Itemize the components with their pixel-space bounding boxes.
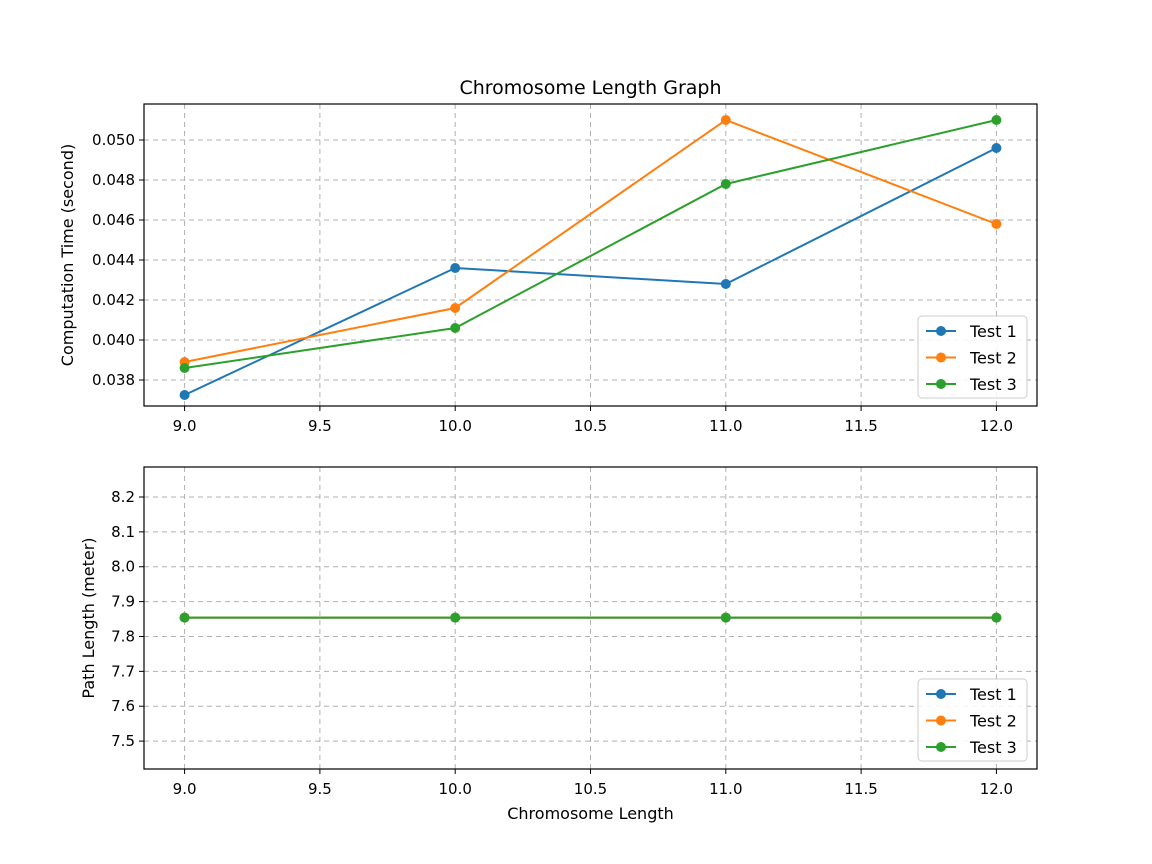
- legend-marker: [936, 742, 946, 752]
- x-tick-label: 9.5: [308, 417, 332, 435]
- data-point-test-1: [179, 390, 190, 400]
- x-tick-label: 9.5: [308, 780, 332, 798]
- x-axis-label: Chromosome Length: [507, 804, 674, 823]
- x-tick-label: 12.0: [980, 417, 1013, 435]
- y-tick-label: 7.5: [111, 732, 135, 750]
- x-tick-label: 10.0: [438, 780, 471, 798]
- y-tick-label: 0.046: [92, 211, 135, 229]
- x-tick-label: 9.0: [173, 780, 197, 798]
- legend: Test 1 Test 2 Test 3: [917, 315, 1028, 399]
- legend-marker: [936, 326, 946, 336]
- x-tick-label: 12.0: [980, 780, 1013, 798]
- data-point-test-3: [179, 612, 190, 623]
- y-tick-label: 7.6: [111, 697, 135, 715]
- legend-box: [917, 315, 1028, 399]
- data-point-test-1: [991, 143, 1002, 153]
- x-tick-label: 11.5: [844, 417, 877, 435]
- y-tick-label: 8.1: [111, 523, 135, 541]
- series-line-test-3: [184, 119, 997, 369]
- data-point-test-1: [450, 263, 461, 273]
- data-point-test-1: [720, 279, 731, 289]
- series-line-test-2: [184, 118, 997, 363]
- y-tick-label: 7.9: [111, 593, 135, 611]
- x-tick-label: 10.5: [574, 417, 607, 435]
- data-point-test-3: [450, 612, 461, 623]
- series-line-test-1: [184, 147, 997, 396]
- data-point-test-3: [179, 363, 190, 373]
- data-point-test-3: [720, 179, 731, 189]
- data-point-test-2: [991, 219, 1002, 229]
- legend-label: Test 2: [969, 712, 1017, 731]
- legend-marker: [936, 689, 946, 699]
- legend-label: Test 3: [969, 375, 1017, 394]
- chart-panel-1: 9.0 9.5 10.0 10.5 11.0 11.5 12.0 0.038 0.040 0.04…: [58, 77, 1038, 435]
- y-axis-label: Path Length (meter): [79, 537, 98, 698]
- data-point-test-2: [720, 115, 731, 125]
- x-tick-label: 11.0: [709, 780, 742, 798]
- y-tick-label: 0.042: [92, 291, 135, 309]
- legend-marker: [936, 352, 946, 363]
- chart-title: Chromosome Length Graph: [459, 77, 721, 99]
- legend-label: Test 1: [969, 685, 1017, 704]
- chart-panel-2: 9.0 9.5 10.0 10.5 11.0 11.5 12.0 7.5 7.6 7.7 7.8 7.…: [79, 466, 1038, 823]
- plot-frame: [143, 466, 1038, 770]
- y-tick-label: 7.7: [111, 662, 135, 680]
- y-tick-label: 8.0: [111, 558, 135, 576]
- data-point-test-3: [991, 612, 1002, 623]
- data-point-test-2: [450, 303, 461, 313]
- y-tick-label: 8.2: [111, 488, 135, 506]
- legend-marker: [936, 379, 946, 389]
- x-tick-label: 11.5: [844, 780, 877, 798]
- y-tick-label: 0.048: [92, 171, 135, 189]
- y-tick-label: 0.050: [92, 131, 135, 149]
- data-point-test-3: [991, 115, 1002, 125]
- legend-label: Test 2: [969, 349, 1017, 368]
- y-tick-label: 0.040: [92, 331, 135, 349]
- x-tick-label: 10.0: [438, 417, 471, 435]
- legend-label: Test 1: [969, 322, 1017, 341]
- legend: Test 1 Test 2 Test 3: [917, 678, 1028, 762]
- legend-marker: [936, 715, 946, 726]
- x-tick-label: 9.0: [173, 417, 197, 435]
- x-tick-label: 10.5: [574, 780, 607, 798]
- x-tick-label: 11.0: [709, 417, 742, 435]
- y-tick-label: 0.038: [92, 371, 135, 389]
- y-tick-label: 7.8: [111, 627, 135, 645]
- y-axis-label: Computation Time (second): [58, 144, 77, 366]
- plot-frame: [143, 103, 1038, 407]
- legend-label: Test 3: [969, 738, 1017, 757]
- y-tick-label: 0.044: [92, 251, 135, 269]
- data-point-test-3: [450, 323, 461, 333]
- data-point-test-3: [720, 612, 731, 623]
- legend-box: [917, 678, 1028, 762]
